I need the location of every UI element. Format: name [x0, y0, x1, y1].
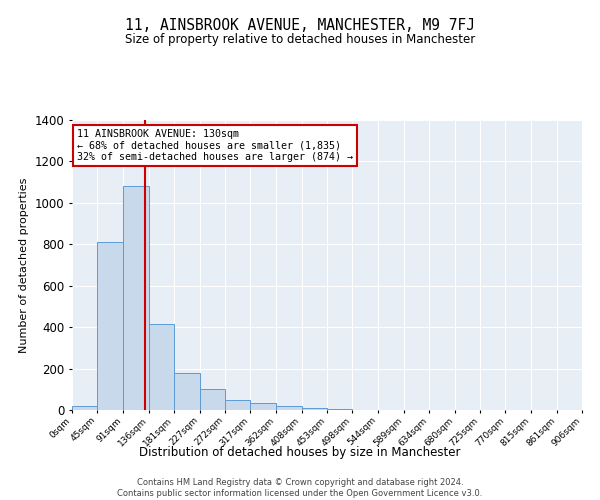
Bar — [276, 406, 302, 410]
Bar — [302, 408, 327, 410]
Bar — [72, 406, 97, 410]
Y-axis label: Number of detached properties: Number of detached properties — [19, 178, 29, 352]
Text: Contains HM Land Registry data © Crown copyright and database right 2024.
Contai: Contains HM Land Registry data © Crown c… — [118, 478, 482, 498]
Bar — [250, 403, 276, 410]
Bar — [174, 372, 200, 410]
Text: 11, AINSBROOK AVENUE, MANCHESTER, M9 7FJ: 11, AINSBROOK AVENUE, MANCHESTER, M9 7FJ — [125, 18, 475, 32]
Bar — [327, 409, 352, 410]
Text: 11 AINSBROOK AVENUE: 130sqm
← 68% of detached houses are smaller (1,835)
32% of : 11 AINSBROOK AVENUE: 130sqm ← 68% of det… — [77, 128, 353, 162]
Bar — [225, 400, 250, 410]
Bar — [123, 186, 149, 410]
Text: Distribution of detached houses by size in Manchester: Distribution of detached houses by size … — [139, 446, 461, 459]
Bar — [97, 242, 123, 410]
Bar — [149, 324, 174, 410]
Bar — [200, 390, 225, 410]
Text: Size of property relative to detached houses in Manchester: Size of property relative to detached ho… — [125, 32, 475, 46]
